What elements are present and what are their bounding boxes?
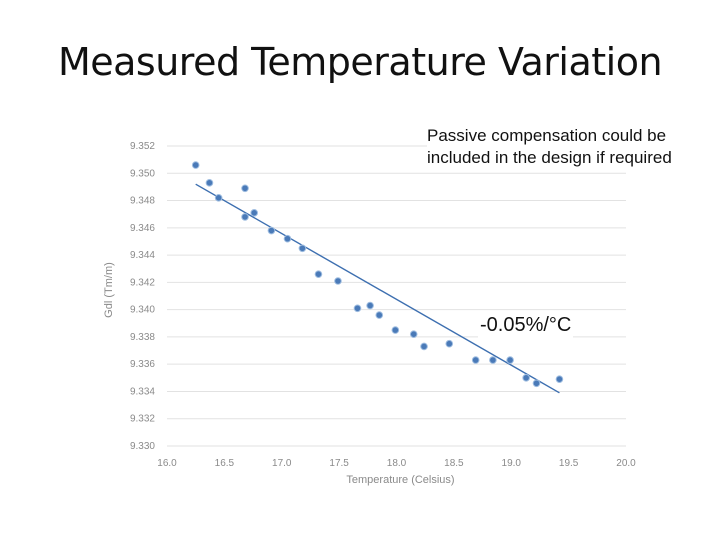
data-point	[555, 375, 564, 383]
y-tick-label: 9.338	[130, 332, 155, 343]
y-tick-label: 9.346	[130, 223, 155, 234]
data-point	[471, 356, 480, 364]
x-tick-label: 16.5	[215, 458, 235, 469]
x-tick-label: 17.0	[272, 458, 292, 469]
data-point	[532, 379, 541, 388]
x-axis-label: Temperature (Celsius)	[346, 474, 454, 486]
y-tick-label: 9.336	[130, 359, 155, 370]
y-axis-label: Gdl (Tm/m)	[103, 262, 115, 318]
data-point	[489, 356, 497, 364]
data-point	[366, 301, 374, 310]
data-point	[214, 194, 223, 202]
annotation-note: Passive compensation could be included i…	[427, 125, 707, 169]
data-point	[334, 277, 342, 285]
x-axis-ticks: 16.0 16.5 17.0 17.5 18.0 18.5 19.0 19.5 20.0	[157, 458, 636, 469]
y-tick-label: 9.340	[130, 305, 155, 316]
y-tick-label: 9.344	[130, 250, 155, 261]
data-point	[445, 339, 454, 348]
grid-lines	[167, 145, 626, 447]
data-point	[205, 179, 214, 187]
data-point	[506, 356, 514, 364]
data-point	[241, 184, 249, 193]
data-point	[314, 270, 323, 278]
y-tick-label: 9.352	[130, 141, 155, 152]
data-point	[391, 326, 400, 334]
data-point	[283, 234, 292, 243]
slide-title: Measured Temperature Variation	[57, 40, 663, 84]
y-axis-ticks: 9.330 9.332 9.334 9.336 9.338 9.340 9.342 9.344…	[130, 141, 155, 452]
data-point	[267, 226, 276, 235]
x-tick-label: 17.5	[329, 458, 349, 469]
y-tick-label: 9.332	[130, 414, 155, 425]
y-tick-label: 9.342	[130, 277, 155, 288]
x-tick-label: 19.5	[559, 458, 579, 469]
x-tick-label: 18.0	[387, 458, 407, 469]
trendline	[195, 183, 560, 394]
slope-annotation: -0.05%/°C	[478, 313, 574, 338]
y-tick-label: 9.350	[130, 168, 155, 179]
data-point	[409, 330, 418, 338]
x-tick-label: 18.5	[444, 458, 464, 469]
data-point	[375, 311, 384, 319]
data-point	[353, 304, 362, 313]
data-point	[298, 244, 307, 253]
x-tick-label: 20.0	[616, 458, 636, 469]
y-tick-label: 9.330	[130, 441, 155, 452]
y-tick-label: 9.334	[130, 386, 155, 397]
data-points	[191, 161, 564, 388]
x-tick-label: 16.0	[157, 458, 177, 469]
y-tick-label: 9.348	[130, 196, 155, 207]
data-point	[241, 213, 249, 221]
x-tick-label: 19.0	[502, 458, 522, 469]
data-point	[522, 374, 530, 382]
data-point	[420, 342, 428, 351]
data-point	[191, 161, 200, 169]
data-point	[250, 209, 259, 217]
